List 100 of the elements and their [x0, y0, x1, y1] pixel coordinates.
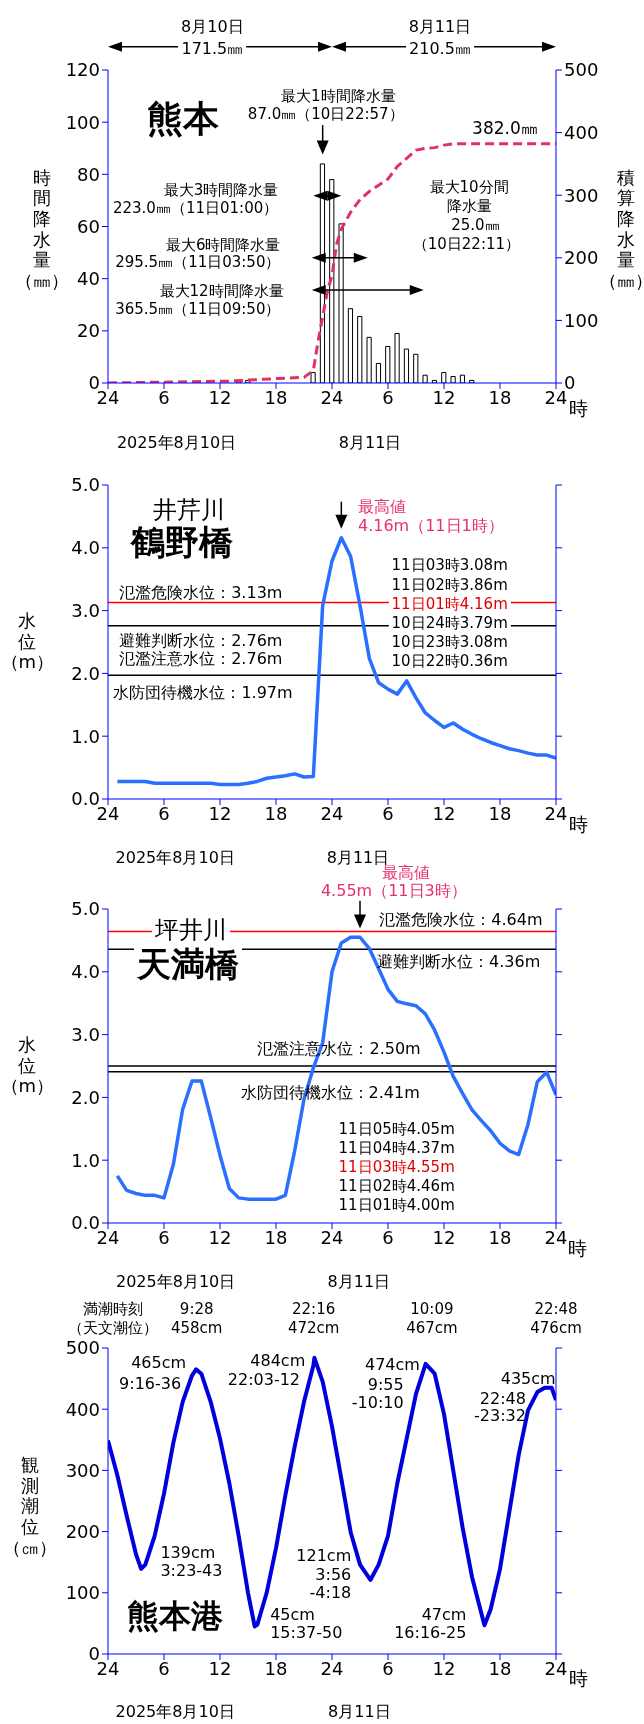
- x-tick-label: 24: [320, 1657, 344, 1679]
- ref-line-label: 避難判断水位：4.36m: [377, 952, 541, 972]
- annotation: 最大12時間降水量: [159, 282, 284, 301]
- x-axis-title: 時: [568, 1667, 588, 1690]
- x-tick-label: 18: [488, 386, 512, 408]
- text: 2025年8月10日: [116, 1272, 236, 1292]
- annotation: 11日04時4.37m: [338, 1138, 455, 1157]
- y-axis-title: 水位（m）: [0, 1033, 55, 1098]
- y2-tick-label: 500: [564, 59, 599, 81]
- text: （天文潮位）: [67, 1318, 158, 1337]
- ref-line-label: 氾濫危険水位：3.13m: [119, 583, 283, 603]
- text: 2025年8月10日: [116, 433, 237, 453]
- y-tick-label: 100: [65, 111, 100, 133]
- text: 171.5㎜: [178, 38, 247, 58]
- annotation: 11日05時4.05m: [338, 1120, 455, 1139]
- annotation: 11日01時4.00m: [338, 1195, 455, 1214]
- x-tick-label: 12: [432, 1226, 456, 1248]
- chart-subtitle: 坪井川: [152, 915, 231, 944]
- annotation: 3:23-43: [160, 1560, 223, 1580]
- x-tick-label: 12: [208, 1657, 232, 1679]
- x-axis-title: 時: [568, 812, 588, 835]
- x-tick-label: 12: [432, 386, 456, 408]
- annotation: 435cm: [500, 1368, 556, 1388]
- annotation: 10日23時3.08m: [388, 632, 511, 651]
- x-tick-label: 6: [158, 1657, 170, 1679]
- x-tick-label: 24: [320, 802, 344, 824]
- text: 8月11日: [408, 17, 472, 37]
- text: 9:28: [179, 1300, 214, 1319]
- text: 8月11日: [328, 1702, 391, 1722]
- annotation: 11日01時4.16m: [388, 594, 511, 613]
- x-tick-label: 24: [544, 1226, 568, 1248]
- annotation: 11日03時4.55m: [338, 1157, 455, 1176]
- ref-line-label: 水防団待機水位：1.97m: [113, 682, 293, 702]
- y2-axis-title: 積算降水量（㎜）: [599, 166, 644, 292]
- text: 458cm: [170, 1318, 223, 1337]
- x-tick-label: 6: [382, 386, 394, 408]
- text: 熊本港: [127, 1597, 224, 1636]
- text: 210.5㎜: [406, 38, 474, 58]
- y-axis-title: 観測潮位（㎝）: [2, 1454, 57, 1559]
- x-tick-label: 24: [320, 386, 344, 408]
- text: 476cm: [530, 1318, 582, 1337]
- annotation: 最大3時間降水量: [163, 180, 279, 199]
- annotation: 47cm: [421, 1605, 467, 1625]
- annotation: -10:10: [351, 1393, 404, 1413]
- x-tick-label: 6: [158, 802, 170, 824]
- annotation: 484cm: [250, 1350, 306, 1370]
- x-tick-label: 18: [264, 1226, 288, 1248]
- x-tick-label: 18: [488, 802, 512, 824]
- annotation: 22:48: [479, 1389, 526, 1409]
- x-tick-label: 6: [382, 802, 394, 824]
- x-tick-label: 12: [208, 386, 232, 408]
- x-tick-label: 12: [208, 802, 232, 824]
- annotation: 223.0㎜（11日01:00）: [112, 198, 279, 217]
- text: 井芹川: [152, 495, 225, 524]
- text: 22:48: [534, 1300, 578, 1319]
- annotation: 139cm: [160, 1543, 216, 1563]
- text: 22:16: [292, 1300, 336, 1319]
- annotation: 295.5㎜（11日03:50）: [115, 252, 281, 271]
- y-tick-label: 2.0: [71, 662, 100, 684]
- text: 8月10日: [181, 17, 244, 37]
- text: 472cm: [287, 1318, 340, 1337]
- y-tick-label: 4.0: [71, 961, 100, 983]
- y-tick-label: 400: [65, 1398, 100, 1420]
- y2-tick-label: 400: [564, 121, 599, 143]
- annotation: 3:56: [315, 1564, 352, 1584]
- y-tick-label: 3.0: [71, 1023, 100, 1045]
- y-tick-label: 1.0: [71, 725, 100, 747]
- y-axis-title: 時間降水量（㎜）: [14, 166, 69, 292]
- y-tick-label: 20: [77, 320, 100, 342]
- annotation: 10日22時0.36m: [388, 651, 511, 670]
- text: 2025年8月10日: [115, 1702, 235, 1722]
- ref-line-label: 避難判断水位：2.76m: [119, 631, 283, 651]
- y-tick-label: 80: [77, 163, 100, 185]
- x-tick-label: 18: [488, 1226, 512, 1248]
- annotation: 474cm: [365, 1354, 420, 1374]
- annotation: 9:55: [367, 1375, 404, 1395]
- x-tick-label: 6: [382, 1657, 394, 1679]
- annotation: 最高値: [357, 497, 406, 517]
- x-tick-label: 18: [264, 386, 288, 408]
- y-tick-label: 200: [65, 1520, 100, 1542]
- x-tick-label: 18: [488, 1657, 512, 1679]
- x-tick-label: 24: [320, 1226, 344, 1248]
- x-tick-label: 6: [382, 1226, 394, 1248]
- y2-tick-label: 100: [564, 309, 599, 331]
- text: 10:09: [410, 1300, 454, 1319]
- annotation: 382.0㎜: [472, 117, 538, 138]
- x-tick-label: 12: [208, 1226, 232, 1248]
- annotation: 10日24時3.79m: [388, 613, 511, 632]
- annotation: 25.0㎜: [451, 215, 500, 234]
- text: 鶴野橋: [131, 522, 234, 563]
- y2-tick-label: 300: [564, 184, 599, 206]
- y-tick-label: 40: [77, 268, 100, 290]
- y-tick-label: 60: [77, 215, 100, 237]
- x-tick-label: 12: [432, 802, 456, 824]
- annotation: 22:03-12: [227, 1370, 301, 1390]
- annotation: 氾濫注意水位：2.76m: [119, 649, 283, 669]
- y2-tick-label: 200: [564, 247, 599, 269]
- y-tick-label: 300: [65, 1459, 100, 1481]
- x-tick-label: 6: [158, 1226, 170, 1248]
- x-tick-label: 6: [158, 386, 170, 408]
